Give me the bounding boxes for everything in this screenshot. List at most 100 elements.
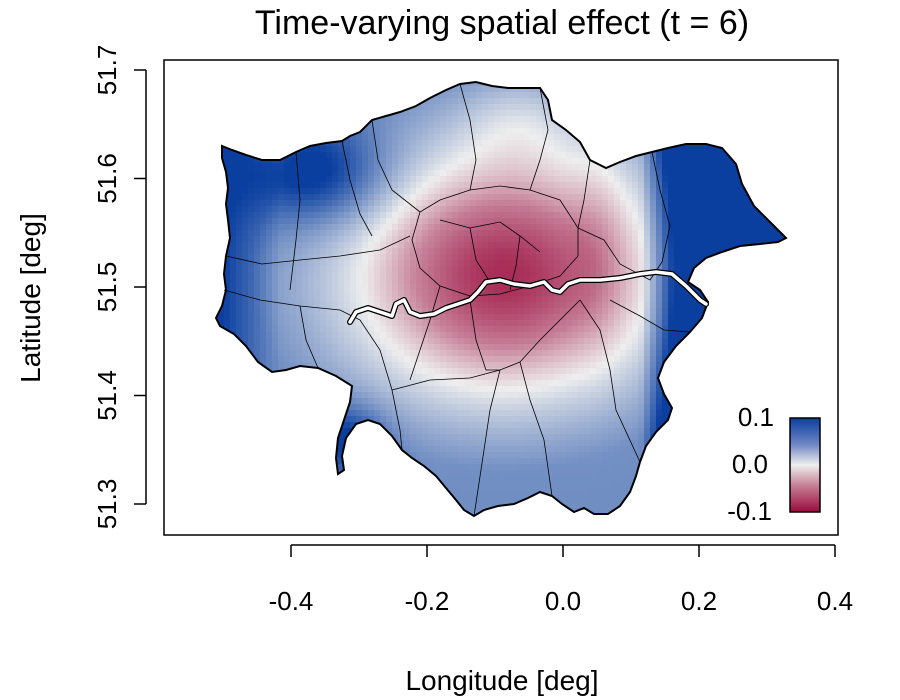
heat-cell <box>230 314 237 321</box>
heat-cell <box>326 290 333 297</box>
heat-cell <box>386 182 393 189</box>
heat-cell <box>458 134 465 141</box>
heat-cell <box>248 314 255 321</box>
heat-cell <box>350 218 357 225</box>
heat-cell <box>410 86 417 93</box>
heat-cell <box>752 350 759 357</box>
heat-cell <box>380 82 387 87</box>
heat-cell <box>524 146 531 153</box>
heat-cell <box>428 170 435 177</box>
heat-cell <box>464 194 471 201</box>
heat-cell <box>764 98 771 105</box>
heat-cell <box>578 176 585 183</box>
heat-cell <box>248 260 255 267</box>
heat-cell <box>452 164 459 171</box>
heat-cell <box>410 332 417 339</box>
heat-cell <box>434 104 441 111</box>
heat-cell <box>332 140 339 147</box>
heat-cell <box>428 242 435 249</box>
heat-cell <box>572 170 579 177</box>
heat-cell <box>470 308 477 315</box>
heat-cell <box>464 380 471 387</box>
heat-cell <box>398 92 405 99</box>
heat-cell <box>302 248 309 255</box>
heat-cell <box>398 212 405 219</box>
heat-cell <box>710 194 717 201</box>
heat-cell <box>716 314 723 321</box>
heat-cell <box>530 230 537 237</box>
heat-cell <box>458 374 465 381</box>
heat-cell <box>632 134 639 141</box>
heat-cell <box>680 380 687 387</box>
heat-cell <box>374 254 381 261</box>
heat-cell <box>788 158 795 165</box>
heat-cell <box>500 98 507 105</box>
heat-cell <box>554 164 561 171</box>
heat-cell <box>254 86 261 93</box>
heat-cell <box>620 338 627 345</box>
heat-cell <box>566 344 573 351</box>
heat-cell <box>674 104 681 111</box>
heat-cell <box>302 356 309 363</box>
heat-cell <box>266 332 273 339</box>
heat-cell <box>464 116 471 123</box>
heat-cell <box>344 158 351 165</box>
heat-cell <box>602 92 609 99</box>
heat-cell <box>476 176 483 183</box>
heat-cell <box>230 188 237 195</box>
heat-cell <box>452 212 459 219</box>
heat-cell <box>482 164 489 171</box>
heat-cell <box>584 236 591 243</box>
heat-cell <box>524 158 531 165</box>
heat-cell <box>368 158 375 165</box>
heat-cell <box>290 212 297 219</box>
heat-cell <box>602 206 609 213</box>
heat-cell <box>740 356 747 363</box>
heat-cell <box>746 290 753 297</box>
heat-cell <box>656 134 663 141</box>
heat-cell <box>362 176 369 183</box>
heat-cell <box>602 218 609 225</box>
heat-cell <box>758 110 765 117</box>
heat-cell <box>536 152 543 159</box>
heat-cell <box>554 194 561 201</box>
heat-cell <box>716 338 723 345</box>
heat-cell <box>548 176 555 183</box>
heat-cell <box>440 146 447 153</box>
heat-cell <box>464 338 471 345</box>
heat-cell <box>602 272 609 279</box>
heat-cell <box>248 218 255 225</box>
heat-cell <box>488 368 495 375</box>
heat-cell <box>278 344 285 351</box>
heat-cell <box>632 242 639 249</box>
heat-cell <box>398 206 405 213</box>
heat-cell <box>260 266 267 273</box>
heat-cell <box>680 212 687 219</box>
heat-cell <box>320 212 327 219</box>
heat-cell <box>608 158 615 165</box>
heat-cell <box>230 110 237 117</box>
heat-cell <box>536 200 543 207</box>
heat-cell <box>368 368 375 375</box>
heat-cell <box>620 194 627 201</box>
heat-cell <box>404 248 411 255</box>
heat-cell <box>434 344 441 351</box>
heat-cell <box>452 224 459 231</box>
heat-cell <box>476 206 483 213</box>
heat-cell <box>578 116 585 123</box>
heat-cell <box>416 158 423 165</box>
heat-cell <box>218 278 225 285</box>
heat-cell <box>776 296 783 303</box>
heat-cell <box>788 254 795 261</box>
heat-cell <box>668 134 675 141</box>
heat-cell <box>446 188 453 195</box>
heat-cell <box>704 344 711 351</box>
heat-cell <box>746 110 753 117</box>
heat-cell <box>512 128 519 135</box>
heat-cell <box>674 302 681 309</box>
heat-cell <box>356 170 363 177</box>
heat-cell <box>428 224 435 231</box>
heat-cell <box>764 368 771 375</box>
heat-cell <box>392 158 399 165</box>
heat-cell <box>608 98 615 105</box>
